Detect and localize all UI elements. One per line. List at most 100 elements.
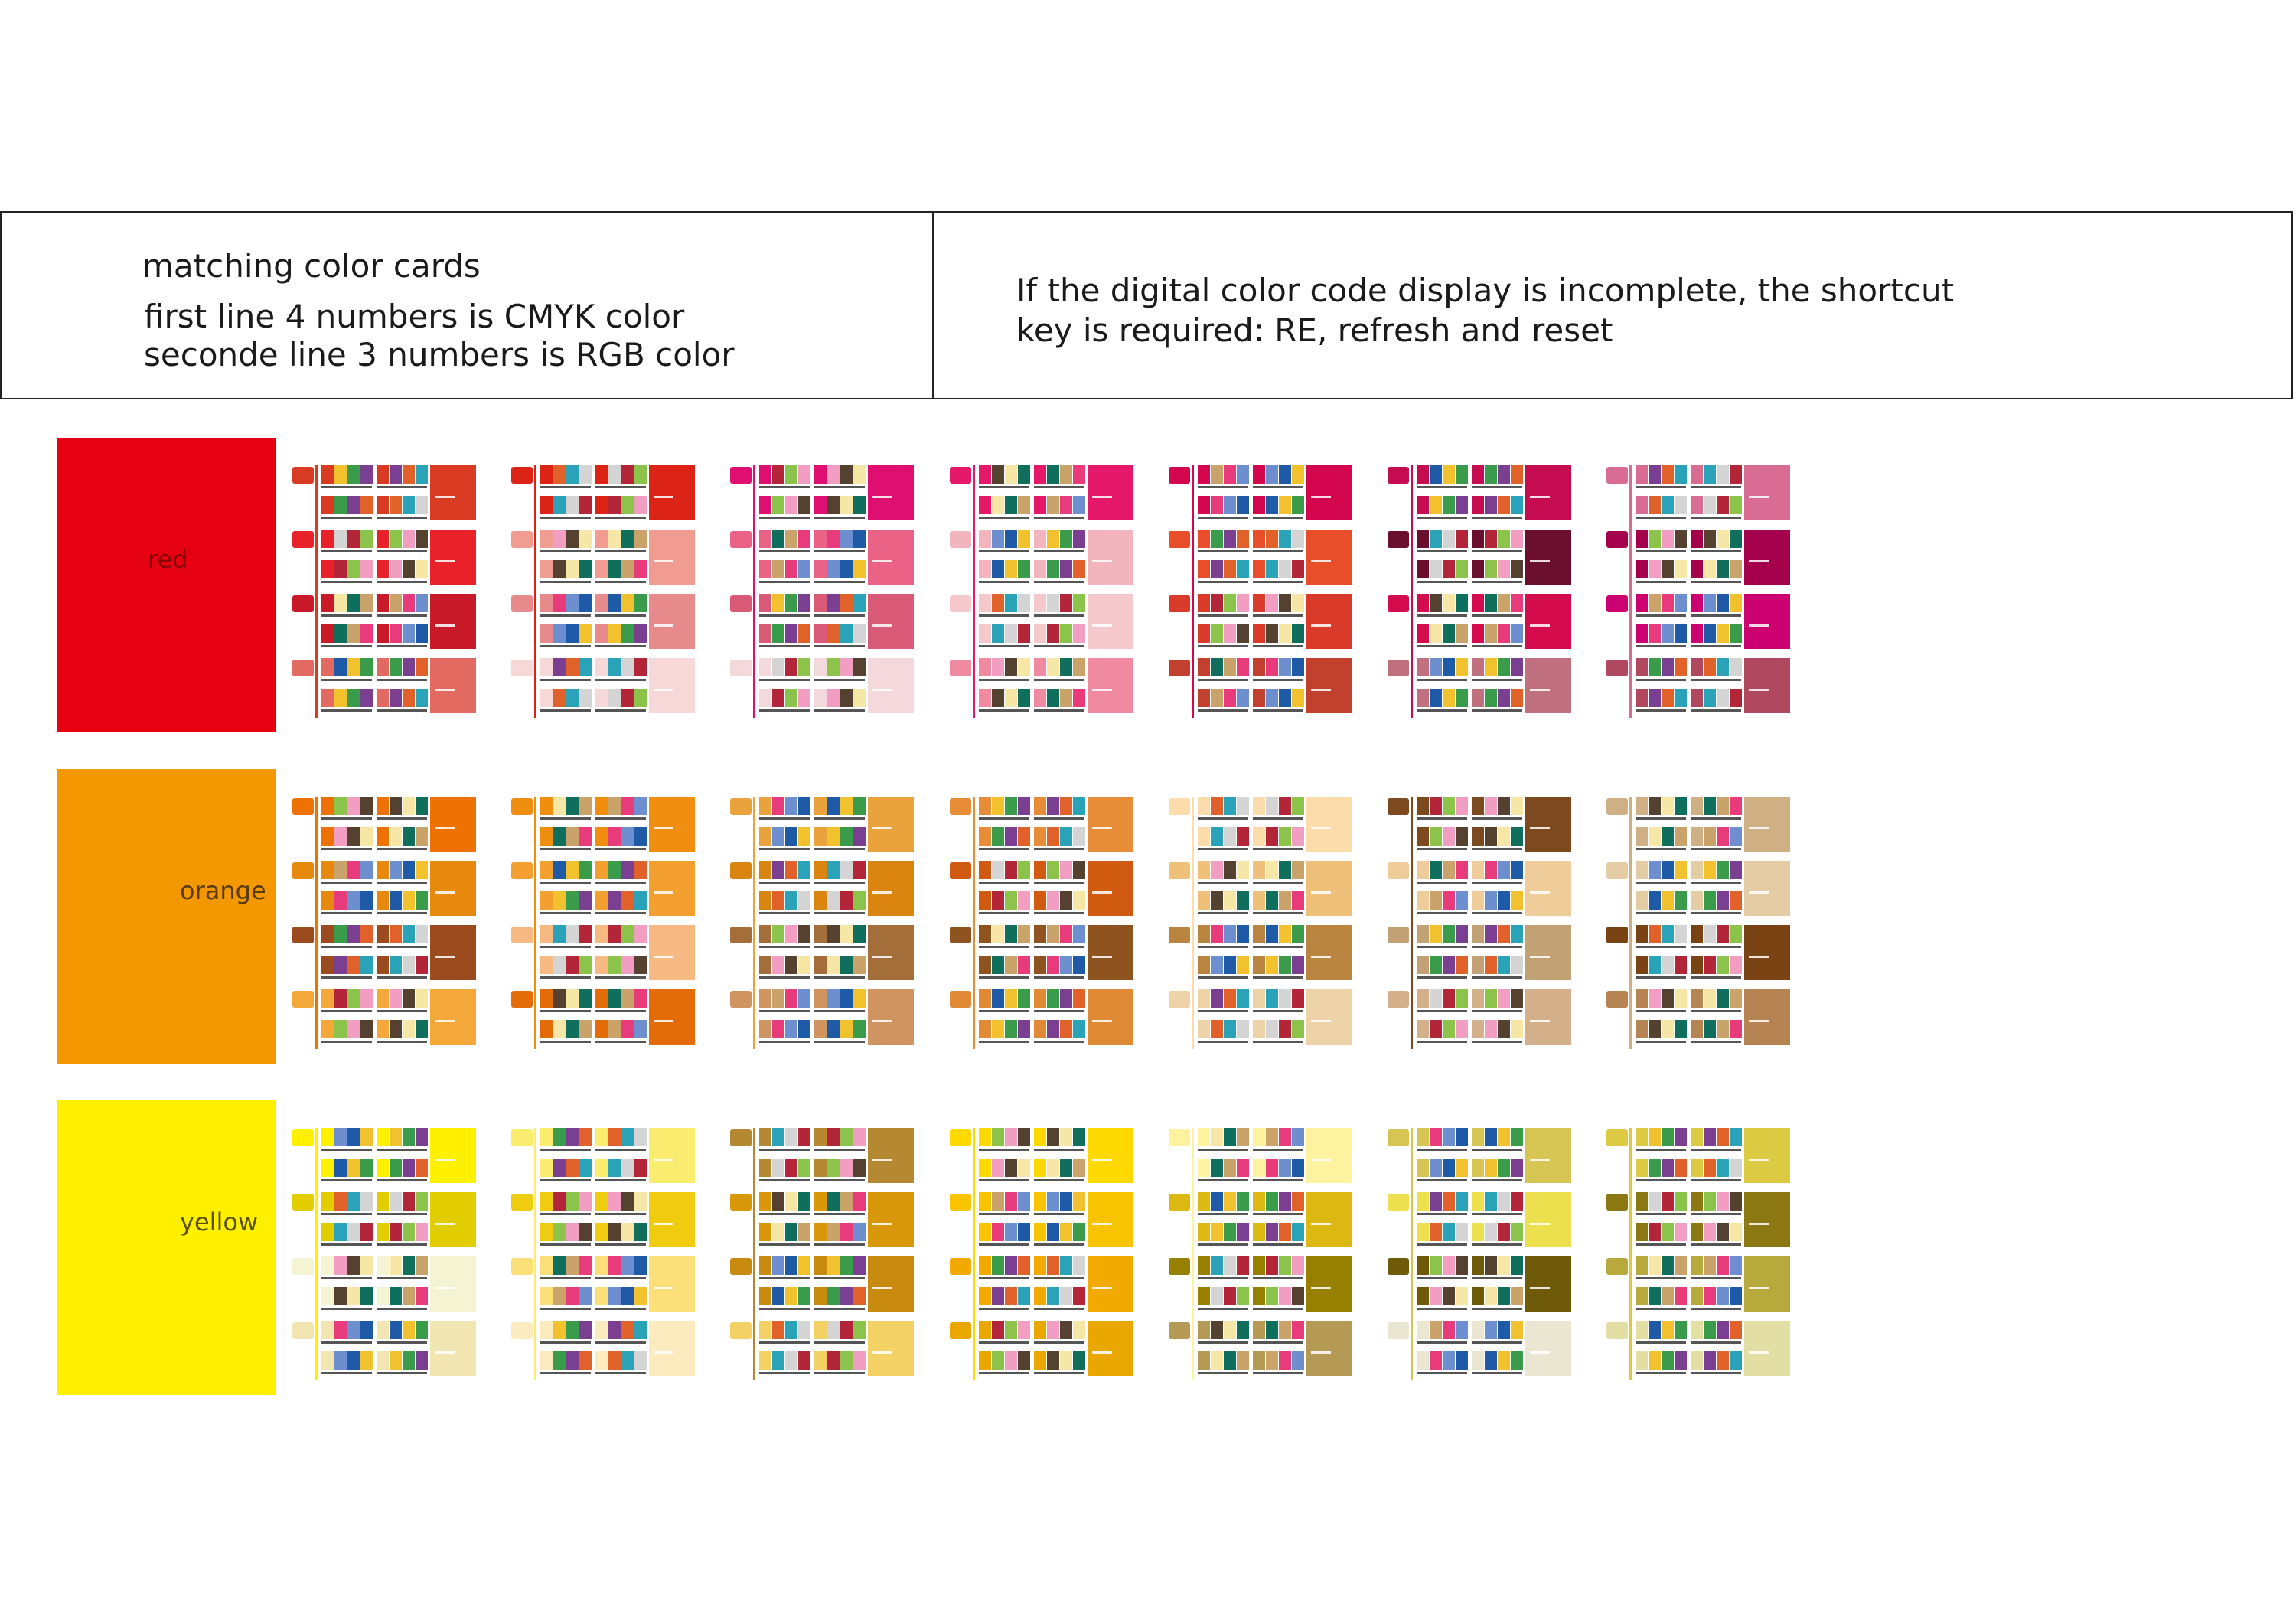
card-swatch <box>992 594 1004 612</box>
card-caption <box>540 912 591 914</box>
card-swatch <box>1730 594 1742 612</box>
card-swatch <box>1292 1321 1304 1339</box>
card-caption <box>540 486 591 488</box>
card-swatch <box>979 465 991 484</box>
card-swatch <box>608 1020 621 1038</box>
card-swatch <box>1211 1192 1223 1211</box>
card-swatch <box>1047 465 1059 484</box>
card-swatch <box>390 496 402 514</box>
card-caption <box>377 912 427 914</box>
card-swatch <box>1198 530 1210 548</box>
card-swatch <box>347 1159 360 1177</box>
card-swatch <box>1691 1128 1703 1146</box>
card-swatch <box>403 594 415 612</box>
card-swatch <box>814 560 827 578</box>
card-swatch <box>1511 624 1523 643</box>
card-tab <box>1388 1129 1409 1146</box>
card-caption <box>1472 1372 1522 1374</box>
card-swatch <box>553 989 566 1008</box>
card-swatch <box>566 1192 579 1211</box>
card-swatch <box>1636 594 1648 612</box>
card-swatch <box>1034 1321 1046 1339</box>
card-caption <box>377 882 427 884</box>
card-caption <box>540 817 591 820</box>
card-swatch <box>1485 530 1497 548</box>
card-swatch <box>416 530 428 548</box>
card-swatch <box>1430 1321 1442 1339</box>
card-swatch <box>1485 560 1497 578</box>
card-main-swatch <box>1744 465 1790 520</box>
card-swatch <box>1456 1020 1468 1038</box>
card-swatch <box>360 1287 373 1305</box>
card-caption <box>759 1213 810 1215</box>
card-swatch <box>1675 1351 1687 1370</box>
card-spine <box>534 465 536 718</box>
card-tab <box>511 1194 533 1211</box>
card-swatch <box>360 891 373 910</box>
card-caption <box>595 1243 646 1246</box>
card-swatch <box>1266 496 1278 514</box>
card-main-swatch <box>868 797 914 852</box>
card-swatch <box>1430 496 1442 514</box>
card-swatch <box>579 689 592 707</box>
card-tab <box>730 927 752 943</box>
card-caption <box>595 1308 646 1310</box>
card-caption <box>1417 614 1467 617</box>
card-swatch <box>1198 1321 1210 1339</box>
card-caption <box>1034 1041 1084 1043</box>
card-swatch <box>772 925 784 943</box>
card-swatch <box>1456 797 1468 815</box>
card-swatch <box>1073 1128 1085 1146</box>
card-swatch <box>1717 594 1729 612</box>
card-swatch <box>334 624 347 643</box>
card-swatch <box>1730 560 1742 578</box>
card-swatch <box>377 1351 389 1370</box>
card-main-note <box>1749 827 1769 829</box>
card-swatch <box>1047 797 1059 815</box>
card-swatch <box>1073 1321 1085 1339</box>
card-swatch <box>992 689 1004 707</box>
card-caption <box>1636 882 1686 884</box>
card-swatch <box>1511 989 1523 1008</box>
card-swatch <box>1485 989 1497 1008</box>
card-swatch <box>1443 594 1455 612</box>
card-swatch <box>579 797 592 815</box>
color-card <box>730 1128 914 1380</box>
card-swatch <box>1675 1321 1687 1339</box>
card-main-note <box>435 891 455 894</box>
card-caption <box>540 581 591 583</box>
card-swatch <box>360 1192 373 1211</box>
card-swatch <box>1279 1287 1291 1305</box>
card-caption <box>540 1308 591 1310</box>
card-caption <box>759 817 810 820</box>
card-swatch <box>1005 1351 1017 1370</box>
card-swatch <box>579 1287 592 1305</box>
card-caption <box>1198 946 1248 948</box>
card-caption <box>1472 946 1522 948</box>
card-swatch <box>334 797 347 815</box>
card-swatch <box>1005 827 1017 846</box>
card-swatch <box>540 1256 553 1275</box>
card-caption <box>1198 976 1248 979</box>
card-swatch <box>1717 1287 1729 1305</box>
card-caption <box>1198 645 1248 647</box>
card-swatch <box>1005 989 1017 1008</box>
card-swatch <box>1253 1159 1265 1177</box>
card-swatch <box>334 1128 347 1146</box>
card-spine <box>1192 465 1194 718</box>
card-tab <box>950 595 971 612</box>
card-swatch <box>1417 1128 1429 1146</box>
card-main-note <box>872 891 892 894</box>
card-swatch <box>347 925 360 943</box>
card-swatch <box>1649 1256 1661 1275</box>
card-tab <box>950 991 971 1008</box>
card-main-note <box>1749 560 1769 562</box>
card-swatch <box>1211 1128 1223 1146</box>
card-main-swatch <box>1744 530 1790 585</box>
card-tab <box>1388 1322 1409 1339</box>
card-main-note <box>1749 956 1769 958</box>
card-swatch <box>377 496 389 514</box>
card-swatch <box>1005 925 1017 943</box>
card-swatch <box>992 1287 1004 1305</box>
card-swatch <box>1649 1351 1661 1370</box>
